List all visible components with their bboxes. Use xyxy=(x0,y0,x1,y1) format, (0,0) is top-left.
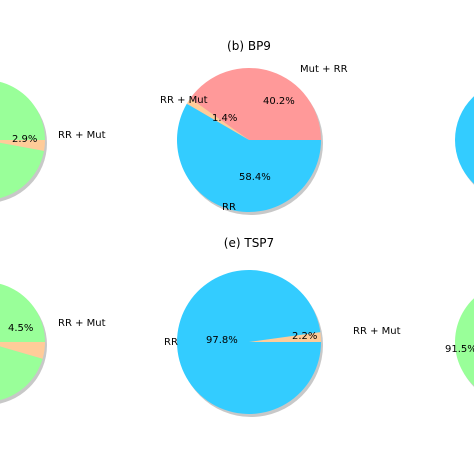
pie-slice xyxy=(177,270,321,415)
pie-percent-label: 40.2% xyxy=(263,96,295,107)
pie-slice-label: Mut + RR xyxy=(300,64,348,75)
pie-slice xyxy=(186,98,249,140)
pie-slice xyxy=(0,140,45,151)
pie-percent-label: 97.8% xyxy=(206,335,238,346)
pie-chart-1: RR + Mut 2.9% xyxy=(0,81,106,202)
pie-slice xyxy=(190,67,321,140)
chart-title: (b) BP9 xyxy=(227,39,271,53)
chart-title: (e) TSP7 xyxy=(224,236,274,250)
pie-chart-3 xyxy=(455,96,474,185)
pie-chart-4: RR + Mut 4.5% xyxy=(0,283,106,404)
pie-chart-6: 91.5% xyxy=(445,298,474,387)
pie-slice-label: RR xyxy=(222,202,236,213)
pie-slice-label: RR + Mut xyxy=(353,326,401,337)
pie-slice-label: RR + Mut xyxy=(160,95,208,106)
pie-percent-label: 2.2% xyxy=(292,331,317,342)
pie-slice xyxy=(249,332,321,342)
pie-slice-label: RR xyxy=(164,337,178,348)
pie-percent-label: 4.5% xyxy=(8,323,33,334)
pie-percent-label: 91.5% xyxy=(445,344,474,355)
pie-percent-label: 58.4% xyxy=(239,172,271,183)
pie-slice xyxy=(455,298,474,386)
pie-slice xyxy=(0,342,45,359)
pie-slice xyxy=(0,283,45,401)
pie-percent-label: 1.4% xyxy=(212,113,237,124)
pie-slice-label: RR + Mut xyxy=(58,318,106,329)
pie-percent-label: 2.9% xyxy=(12,134,37,145)
pie-slice-label: RR + Mut xyxy=(58,130,106,141)
pie-chart-5: RR + Mut 2.2% RR 97.8% (e) TSP7 xyxy=(164,236,401,417)
pie-slice xyxy=(177,103,321,213)
pie-slice xyxy=(455,96,474,184)
pie-slice xyxy=(0,81,45,199)
pie-chart-2: Mut + RR 40.2% RR + Mut 1.4% RR 58.4% (b) BP9 xyxy=(160,39,348,215)
